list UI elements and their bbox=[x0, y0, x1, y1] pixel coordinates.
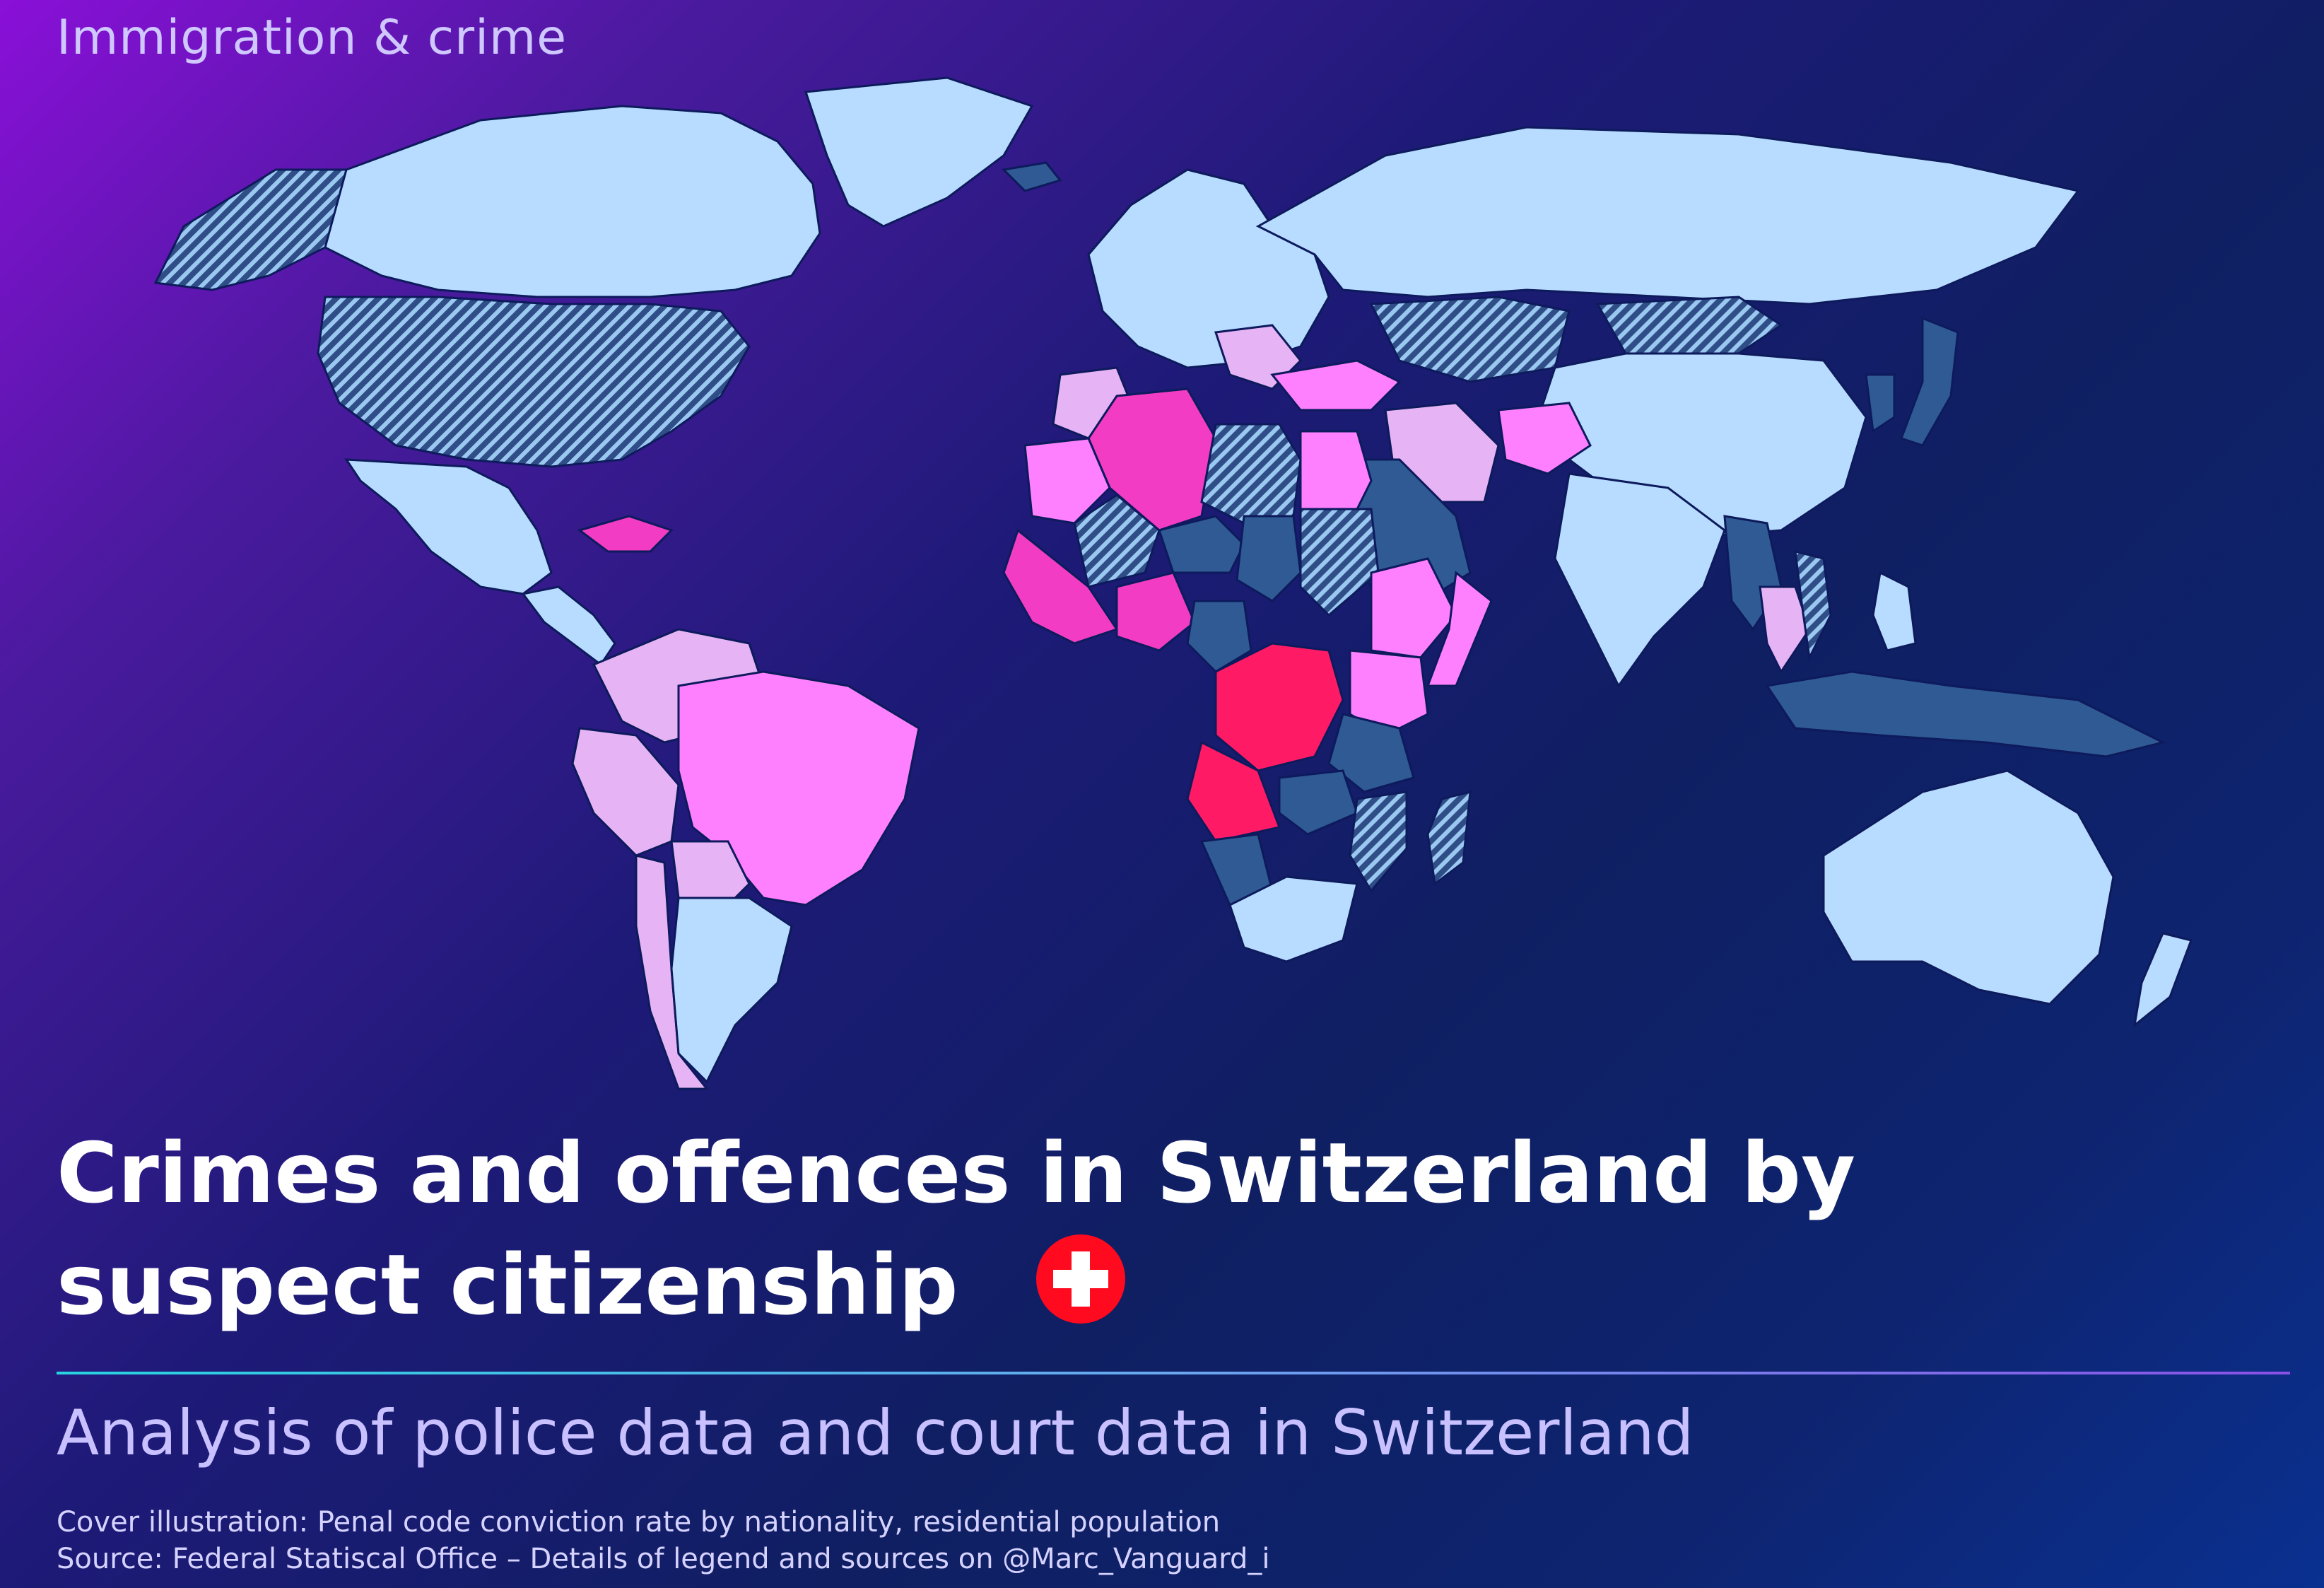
region-alaska bbox=[153, 168, 348, 291]
region-europe bbox=[1087, 168, 1330, 369]
region-kazakhstan bbox=[1369, 296, 1571, 383]
region-libya bbox=[1200, 423, 1302, 525]
swiss-flag-icon bbox=[1035, 1234, 1125, 1324]
region-mongolia bbox=[1595, 296, 1783, 355]
region-afghanistan bbox=[1497, 402, 1592, 475]
region-argentina bbox=[670, 897, 793, 1084]
region-vietnam bbox=[1794, 550, 1832, 661]
region-korea bbox=[1865, 373, 1896, 433]
page-title: Crimes and offences in Switzerland by su… bbox=[57, 1117, 2248, 1341]
region-brazil bbox=[677, 670, 920, 906]
region-canada bbox=[295, 105, 821, 298]
region-madagascar bbox=[1426, 790, 1472, 886]
region-niger bbox=[1158, 515, 1245, 574]
region-greenland bbox=[804, 76, 1034, 228]
region-peru bbox=[571, 727, 680, 857]
region-indonesia bbox=[1765, 670, 2166, 758]
region-nigeria bbox=[1115, 571, 1196, 652]
region-ethiopia bbox=[1370, 557, 1457, 659]
region-cameroon bbox=[1186, 600, 1252, 673]
region-cuba bbox=[577, 515, 674, 553]
region-russia bbox=[1255, 126, 2080, 305]
caption-illustration: Cover illustration: Penal code convictio… bbox=[57, 1506, 1221, 1539]
eyebrow-label: Immigration & crime bbox=[57, 10, 568, 66]
region-kenya bbox=[1349, 649, 1429, 737]
region-india bbox=[1554, 472, 1726, 688]
caption-source: Source: Federal Statiscal Office – Detai… bbox=[57, 1543, 1270, 1575]
region-mali bbox=[1073, 494, 1161, 588]
page-title-text: Crimes and offences in Switzerland by su… bbox=[57, 1124, 1856, 1333]
region-mozambique bbox=[1349, 790, 1408, 893]
region-west-africa bbox=[1002, 528, 1119, 645]
region-tanzania bbox=[1327, 713, 1415, 793]
region-mexico bbox=[344, 458, 553, 595]
region-sudan bbox=[1299, 508, 1380, 617]
region-japan bbox=[1900, 316, 1959, 447]
region-south-africa bbox=[1228, 875, 1358, 963]
region-new-zealand bbox=[2132, 932, 2193, 1028]
region-mauritania bbox=[1023, 437, 1111, 525]
region-zambia bbox=[1278, 769, 1358, 836]
region-somalia bbox=[1426, 571, 1493, 687]
region-central-america bbox=[521, 585, 616, 667]
region-angola bbox=[1186, 740, 1281, 843]
region-chad bbox=[1236, 515, 1302, 602]
region-philippines bbox=[1872, 571, 1917, 652]
region-australia bbox=[1822, 769, 2115, 1005]
region-iceland bbox=[1001, 161, 1062, 192]
region-turkey bbox=[1270, 359, 1402, 411]
region-dr-congo bbox=[1214, 642, 1344, 772]
page-subtitle: Analysis of police data and court data i… bbox=[57, 1396, 1694, 1469]
region-thailand bbox=[1759, 585, 1811, 674]
region-egypt bbox=[1299, 430, 1373, 510]
world-choropleth-map bbox=[153, 76, 2193, 1090]
divider-rule bbox=[57, 1372, 2290, 1374]
region-united-states bbox=[317, 296, 751, 468]
